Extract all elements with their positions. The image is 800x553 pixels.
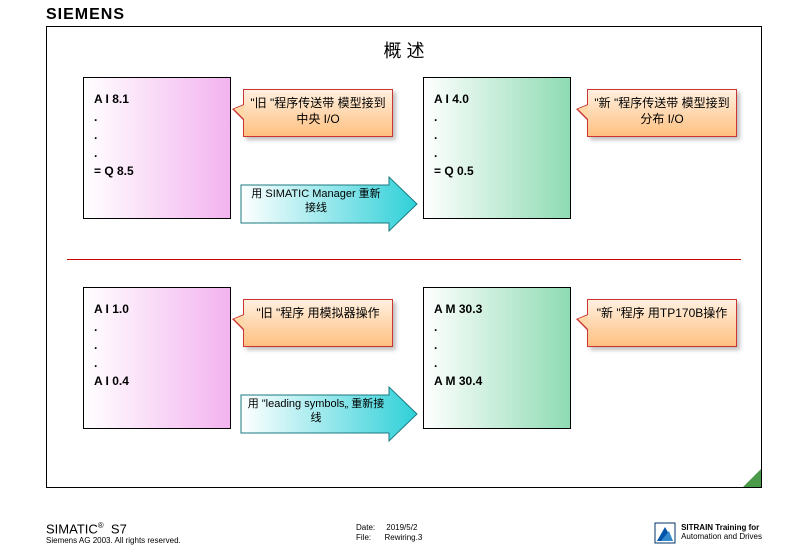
old-program-box-2: A I 1.0 . . . A I 0.4	[83, 287, 231, 429]
slide-frame: 概 述 A I 8.1 . . . = Q 8.5 "旧 "程序传送带 模型接到…	[46, 26, 762, 488]
old-program-box-1: A I 8.1 . . . = Q 8.5	[83, 77, 231, 219]
row-divider	[67, 259, 741, 260]
arrow-2: 用 "leading symbols„ 重新接线	[239, 385, 419, 443]
file-value: Rewiring.3	[384, 533, 422, 542]
reg-mark: ®	[98, 521, 104, 530]
product-suffix: S7	[111, 521, 127, 536]
callout-new-1: "新 "程序传送带 模型接到分布 I/O	[587, 89, 737, 137]
brand-logo: SIEMENS	[46, 6, 125, 24]
slide-footer: SIMATIC® S7 Siemens AG 2003. All rights …	[46, 521, 762, 545]
corner-fold-icon	[743, 469, 761, 487]
product-text: SIMATIC	[46, 521, 98, 536]
arrow-2-label: 用 "leading symbols„ 重新接线	[247, 397, 385, 426]
arrow-1-label: 用 SIMATIC Manager 重新接线	[247, 187, 385, 216]
sitrain-line1: SITRAIN Training for	[681, 523, 759, 532]
diagram-row-2: A I 1.0 . . . A I 0.4 "旧 "程序 用模拟器操作 A M …	[47, 287, 761, 455]
arrow-1: 用 SIMATIC Manager 重新接线	[239, 175, 419, 233]
callout-new-2: "新 "程序 用TP170B操作	[587, 299, 737, 347]
footer-meta: Date: 2019/5/2 File: Rewiring.3	[356, 523, 422, 544]
date-label: Date:	[356, 523, 375, 532]
sitrain-logo-icon	[653, 521, 677, 545]
callout-old-1: "旧 "程序传送带 模型接到中央 I/O	[243, 89, 393, 137]
diagram-row-1: A I 8.1 . . . = Q 8.5 "旧 "程序传送带 模型接到中央 I…	[47, 77, 761, 245]
callout-old-2: "旧 "程序 用模拟器操作	[243, 299, 393, 347]
file-label: File:	[356, 533, 371, 542]
sitrain-line2: Automation and Drives	[681, 532, 762, 541]
new-program-box-2: A M 30.3 . . . A M 30.4	[423, 287, 571, 429]
footer-right: SITRAIN Training for Automation and Driv…	[653, 521, 762, 545]
date-value: 2019/5/2	[386, 523, 417, 532]
slide-title: 概 述	[47, 37, 761, 63]
new-program-box-1: A I 4.0 . . . = Q 0.5	[423, 77, 571, 219]
